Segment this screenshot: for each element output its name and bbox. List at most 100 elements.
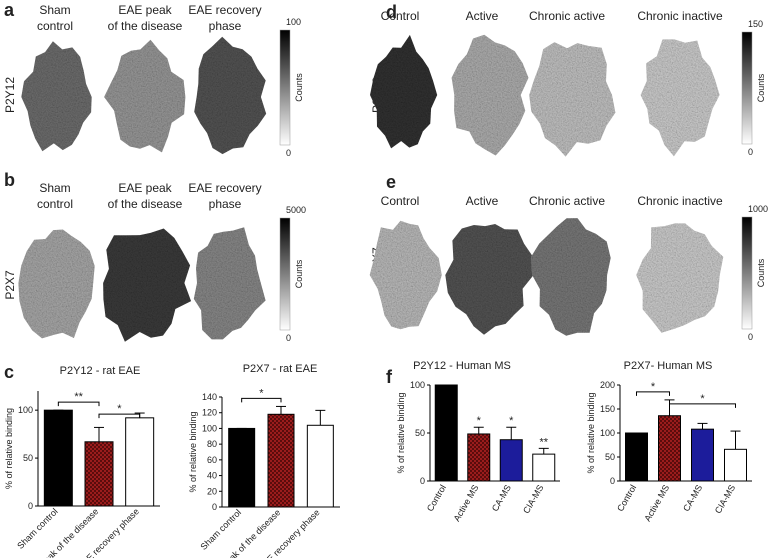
row-label: P2Y12	[3, 77, 17, 113]
chart-title: P2Y12 - rat EAE	[60, 365, 141, 377]
autoradiograph	[531, 218, 611, 336]
significance: **	[74, 391, 83, 403]
chart-title: P2Y12 - Human MS	[413, 360, 511, 372]
x-tick-label: Sham control	[15, 506, 60, 551]
column-heading: Control	[381, 9, 420, 23]
autoradiograph	[529, 42, 616, 157]
autoradiograph	[18, 229, 95, 339]
column-heading: Chronic inactive	[637, 9, 723, 23]
y-tick-label: 150	[600, 404, 615, 414]
row-label: P2X7	[3, 270, 17, 300]
column-heading: Sham	[39, 181, 70, 195]
column-heading: phase	[209, 197, 242, 211]
panel-label: d	[386, 2, 397, 22]
significance: *	[700, 393, 705, 405]
y-tick-label: 40	[207, 471, 217, 481]
bar	[434, 384, 458, 482]
colorbar-min: 0	[748, 147, 753, 157]
y-axis-label: % of relative binding	[586, 392, 596, 473]
bar	[84, 441, 114, 507]
significance: *	[509, 415, 514, 427]
bar	[467, 433, 491, 482]
colorbar-label: Counts	[294, 73, 304, 102]
significance-bracket	[57, 401, 100, 407]
y-axis-label: % of relative binding	[188, 411, 198, 492]
bar	[625, 432, 648, 482]
error-bar	[730, 430, 741, 450]
autoradiograph	[636, 223, 724, 333]
autoradiograph	[451, 34, 529, 156]
x-tick-label: Control	[615, 483, 638, 513]
x-tick-label: CIA-MS	[521, 483, 545, 515]
column-heading: Active	[466, 9, 499, 23]
x-tick-label: CA-MS	[490, 483, 513, 513]
column-heading: EAE peak	[118, 181, 172, 195]
autoradiograph	[193, 227, 266, 340]
column-heading: Sham	[39, 3, 70, 17]
colorbar-min: 0	[286, 148, 291, 158]
colorbar-label: Counts	[294, 259, 304, 288]
error-bar	[697, 422, 708, 430]
colorbar-min: 0	[286, 333, 291, 343]
y-tick-label: 20	[207, 486, 217, 496]
panel-label: f	[386, 367, 393, 387]
bar	[43, 409, 73, 507]
panel-label: a	[4, 0, 15, 20]
significance: *	[259, 387, 264, 399]
y-tick-label: 100	[202, 423, 217, 433]
bar	[724, 448, 747, 482]
y-tick-label: 50	[605, 452, 615, 462]
colorbar-max: 1000	[748, 204, 768, 214]
colorbar-label: Counts	[756, 258, 766, 287]
significance-bracket	[669, 403, 736, 408]
y-tick-label: 50	[415, 428, 425, 438]
bar	[532, 453, 556, 482]
y-tick-label: 200	[600, 380, 615, 390]
autoradiograph	[104, 39, 186, 153]
panel-label: b	[4, 170, 15, 190]
x-tick-label: Control	[425, 483, 448, 513]
error-bar	[94, 426, 104, 442]
autoradiograph	[21, 41, 92, 152]
bar	[658, 415, 681, 482]
x-tick-label: Active MS	[642, 483, 671, 523]
column-heading: phase	[209, 19, 242, 33]
chart-title: P2X7 - rat EAE	[243, 363, 318, 375]
y-tick-label: 100	[18, 405, 33, 415]
y-tick-label: 80	[207, 439, 217, 449]
y-tick-label: 140	[202, 392, 217, 402]
x-tick-label: Active MS	[452, 483, 481, 523]
column-heading: of the disease	[108, 19, 183, 33]
colorbar-min: 0	[748, 332, 753, 342]
autoradiograph	[370, 34, 438, 149]
column-heading: of the disease	[108, 197, 183, 211]
error-bar	[315, 409, 326, 426]
x-tick-label: CA-MS	[681, 483, 704, 513]
column-heading: EAE recovery	[188, 3, 261, 17]
bar	[125, 417, 155, 507]
column-heading: control	[37, 19, 73, 33]
y-tick-label: 60	[207, 455, 217, 465]
x-tick-label: CIA-MS	[713, 483, 737, 515]
significance: *	[117, 403, 122, 415]
autoradiograph	[103, 228, 192, 342]
column-heading: Chronic active	[529, 9, 605, 23]
colorbar-max: 100	[286, 17, 301, 27]
column-heading: EAE peak	[118, 3, 172, 17]
y-tick-label: 100	[410, 380, 425, 390]
error-bar	[276, 405, 286, 415]
bar	[499, 439, 523, 482]
significance: *	[477, 415, 482, 427]
column-heading: Control	[381, 194, 420, 208]
y-tick-label: 0	[212, 502, 217, 512]
colorbar	[279, 29, 291, 146]
bar	[228, 427, 256, 508]
y-tick-label: 0	[420, 476, 425, 486]
panel-label: e	[386, 172, 396, 192]
column-heading: EAE recovery	[188, 181, 261, 195]
y-tick-label: 120	[202, 408, 217, 418]
colorbar-max: 5000	[286, 205, 306, 215]
autoradiograph	[445, 224, 534, 335]
column-heading: control	[37, 197, 73, 211]
